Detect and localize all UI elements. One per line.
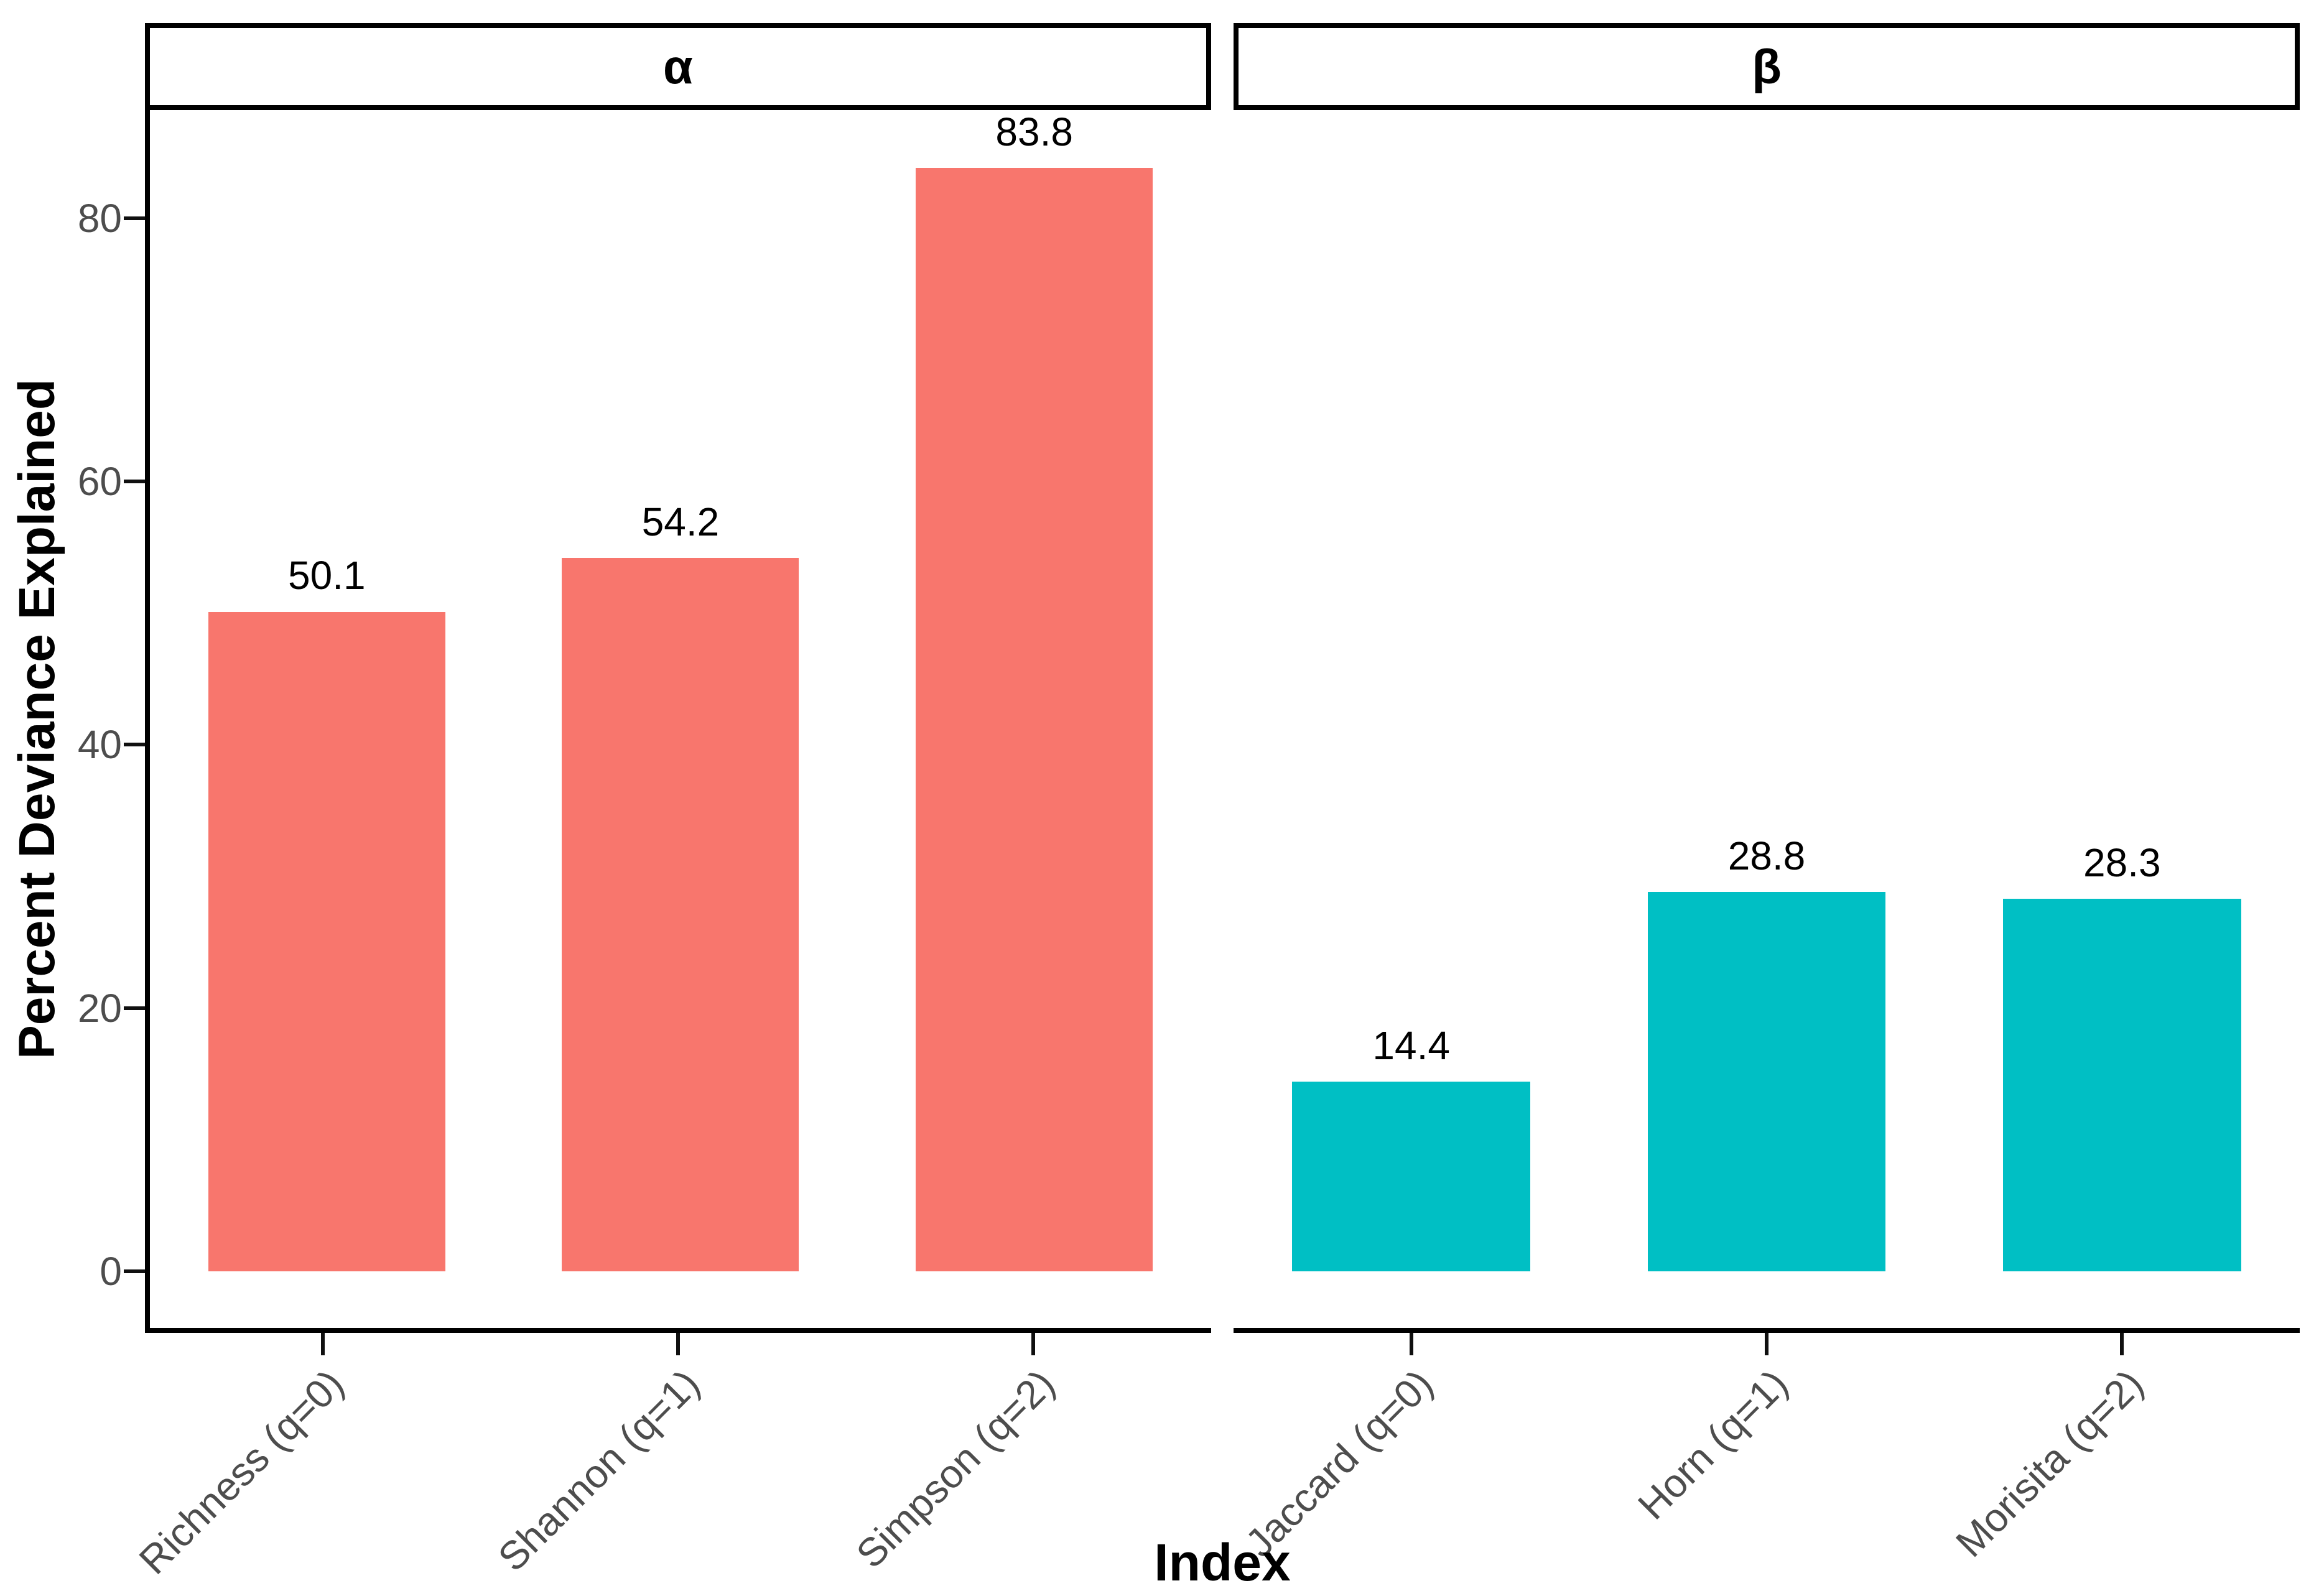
y-tick-mark (124, 1006, 145, 1010)
bar-value-label: 28.8 (1727, 833, 1806, 879)
x-tick-mark (2120, 1333, 2124, 1355)
y-tick-label-80: 80 (77, 195, 122, 241)
bar-Richness (q=0) (208, 611, 445, 1271)
facet-alpha: α 50.1 54.2 83.8 Richness (q=0) Shannon (q=… (131, 23, 1211, 1583)
x-axis-ticks-beta: Jaccard (q=0) Horn (q=1) Morisita (q=2) (1234, 1333, 2300, 1594)
x-tick-label-Horn (q=1): Horn (q=1) (1629, 1361, 1797, 1528)
x-axis-line-beta (1234, 1328, 2300, 1333)
facet-strip-alpha-label: α (663, 39, 693, 94)
bar-Simpson (q=2) (916, 168, 1153, 1271)
facet-strip-beta-label: β (1752, 39, 1782, 94)
bar-value-label: 50.1 (288, 553, 366, 598)
bar-Morisita (q=2) (2002, 898, 2241, 1271)
x-tick-label-Morisita (q=2): Morisita (q=2) (1947, 1361, 2152, 1566)
x-tick-mark (1409, 1333, 1413, 1355)
bar-value-label: 28.3 (2083, 840, 2161, 885)
facet-panel-beta: 14.4 28.8 28.3 (1234, 110, 2300, 1328)
y-tick-label-40: 40 (77, 722, 122, 768)
facet-strip-alpha: α (145, 23, 1211, 110)
bar-Horn (q=1) (1647, 892, 1886, 1271)
x-axis-ticks-alpha: Richness (q=0) Shannon (q=1) Simpson (q=2) (131, 1333, 1211, 1594)
x-axis-line-alpha (145, 1328, 1211, 1333)
bar-value-label: 54.2 (641, 499, 720, 544)
y-tick-label-60: 60 (77, 458, 122, 504)
x-tick-mark (1031, 1333, 1036, 1355)
facet-beta: β 14.4 28.8 28.3 Jaccard (q=0) Horn (q=1) Mo… (1234, 23, 2300, 1578)
y-tick-label-0: 0 (100, 1248, 122, 1294)
facet-strip-beta: β (1234, 23, 2300, 110)
bar-Jaccard (q=0) (1292, 1082, 1531, 1271)
x-tick-mark (320, 1333, 325, 1355)
y-tick-mark (124, 1269, 145, 1273)
x-tick-mark (1765, 1333, 1769, 1355)
y-tick-mark (124, 479, 145, 483)
y-axis: 0 20 40 60 80 (0, 0, 149, 1596)
bar-value-label: 83.8 (995, 109, 1073, 155)
x-axis-title: Index (1154, 1533, 1291, 1592)
x-tick-mark (676, 1333, 680, 1355)
facet-panel-alpha: 50.1 54.2 83.8 (145, 110, 1211, 1328)
bar-value-label: 14.4 (1372, 1023, 1450, 1069)
y-tick-label-20: 20 (77, 985, 122, 1031)
y-tick-mark (124, 216, 145, 220)
y-tick-mark (124, 743, 145, 747)
bar-Shannon (q=1) (562, 557, 799, 1271)
